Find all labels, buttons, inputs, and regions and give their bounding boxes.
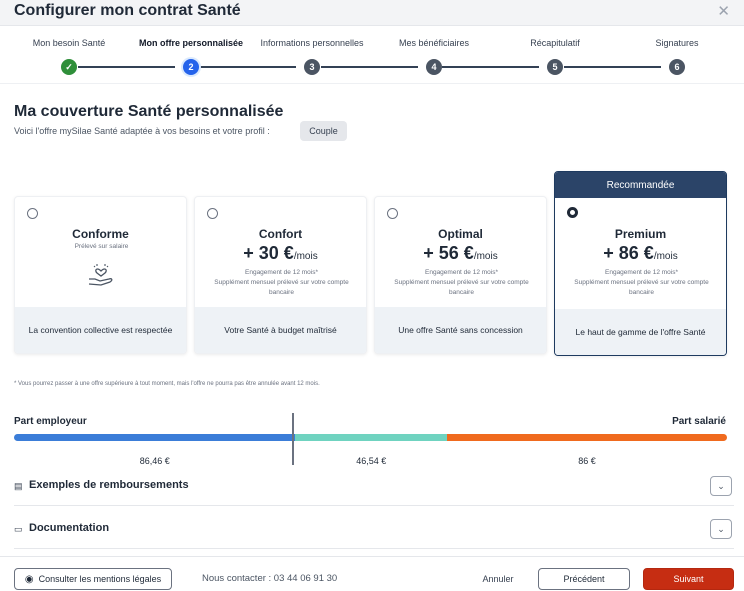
- close-icon[interactable]: ✕: [717, 3, 730, 20]
- hand-heart-icon: [88, 264, 112, 286]
- offer-footer: Une offre Santé sans concession: [375, 307, 546, 353]
- step-dot-5: 5: [547, 59, 563, 75]
- section-label: Exemples de remboursements: [29, 479, 189, 491]
- offer-price-unit: /mois: [473, 251, 498, 262]
- page-subtitle: Voici l'offre mySilae Santé adaptée à vo…: [14, 126, 270, 136]
- offer-card-optimal[interactable]: Optimal + 56 €/mois Engagement de 12 moi…: [374, 196, 547, 354]
- profile-chip[interactable]: Couple: [300, 121, 347, 141]
- offer-detail: Supplément mensuel prélevé sur votre com…: [394, 279, 529, 296]
- stepper: Mon besoin Santé Mon offre personnalisée…: [0, 26, 744, 84]
- offer-price: + 30 €/mois: [195, 243, 366, 264]
- chevron-down-icon[interactable]: ⌄: [710, 519, 732, 539]
- employer-extra-bar: [295, 434, 447, 441]
- step-dot-6: 6: [669, 59, 685, 75]
- offer-price-value: + 56 €: [423, 243, 474, 263]
- cancel-button[interactable]: Annuler: [482, 574, 514, 584]
- step-connector: [442, 66, 539, 68]
- offer-card-premium[interactable]: Recommandée Premium + 86 €/mois Engageme…: [554, 171, 727, 356]
- folder-icon: ▭: [14, 524, 23, 534]
- offer-radio[interactable]: [27, 208, 38, 219]
- offer-engagement: Engagement de 12 mois*: [605, 269, 678, 276]
- offer-engagement: Engagement de 12 mois*: [425, 269, 498, 276]
- step-connector: [321, 66, 418, 68]
- offer-name: Conforme: [72, 227, 129, 241]
- offer-detail: Supplément mensuel prélevé sur votre com…: [574, 279, 709, 296]
- step-label-offre[interactable]: Mon offre personnalisée: [138, 38, 244, 48]
- offer-card-confort[interactable]: Confort + 30 €/mois Engagement de 12 moi…: [194, 196, 367, 354]
- step-label-signatures: Signatures: [655, 38, 699, 48]
- offer-radio-selected[interactable]: [567, 207, 578, 218]
- page-title: Ma couverture Santé personnalisée: [14, 103, 284, 120]
- footer-bar: ◉ Consulter les mentions légales Nous co…: [0, 556, 744, 591]
- employer-amount: 86,46 €: [139, 456, 170, 466]
- contact-phone: Nous contacter : 03 44 06 91 30: [202, 573, 338, 584]
- recommended-ribbon: Recommandée: [555, 172, 726, 198]
- step-connector: [199, 66, 296, 68]
- offer-name: Confort: [258, 227, 303, 241]
- section-documentation[interactable]: ▭ Documentation ⌄: [14, 511, 734, 549]
- split-divider[interactable]: [292, 413, 294, 465]
- window-title: Configurer mon contrat Santé: [14, 2, 241, 19]
- employee-share-bar: [447, 434, 727, 441]
- step-check-icon[interactable]: ✓: [61, 59, 77, 75]
- step-label-infos: Informations personnelles: [260, 38, 364, 48]
- offer-footer: Votre Santé à budget maîtrisé: [195, 307, 366, 353]
- step-connector: [564, 66, 661, 68]
- offer-note: Prélevé sur salaire: [74, 243, 129, 250]
- step-connector: [78, 66, 175, 68]
- next-button[interactable]: Suivant: [643, 568, 734, 590]
- offer-detail: Supplément mensuel prélevé sur votre com…: [214, 279, 349, 296]
- offer-footer: La convention collective est respectée: [15, 307, 186, 353]
- document-icon: ▤: [14, 481, 23, 491]
- offer-price-unit: /mois: [293, 251, 318, 262]
- employer-share-label: Part employeur: [14, 416, 87, 427]
- offer-price: + 86 €/mois: [555, 243, 726, 264]
- middle-amount: 46,54 €: [356, 456, 387, 466]
- offer-price-unit: /mois: [653, 251, 678, 262]
- legal-mentions-button[interactable]: ◉ Consulter les mentions légales: [14, 568, 172, 590]
- offer-footer: Le haut de gamme de l'offre Santé: [555, 309, 726, 355]
- step-dot-3: 3: [304, 59, 320, 75]
- offer-price-value: + 86 €: [603, 243, 654, 263]
- offer-engagement: Engagement de 12 mois*: [245, 269, 318, 276]
- chevron-down-icon[interactable]: ⌄: [710, 476, 732, 496]
- legal-mentions-label: Consulter les mentions légales: [38, 574, 162, 584]
- offer-card-conforme[interactable]: Conforme Prélevé sur salaire La conventi…: [14, 196, 187, 354]
- step-dot-4: 4: [426, 59, 442, 75]
- employee-amount: 86 €: [578, 456, 596, 466]
- offer-name: Optimal: [438, 227, 483, 241]
- window-titlebar: Configurer mon contrat Santé ✕: [0, 0, 744, 26]
- offer-price-value: + 30 €: [243, 243, 294, 263]
- step-label-besoin[interactable]: Mon besoin Santé: [32, 38, 106, 48]
- offer-radio[interactable]: [207, 208, 218, 219]
- offer-name: Premium: [614, 227, 667, 241]
- employee-share-label: Part salarié: [672, 416, 726, 427]
- step-dot-2[interactable]: 2: [183, 59, 199, 75]
- offer-price: + 56 €/mois: [375, 243, 546, 264]
- eye-icon: ◉: [24, 573, 34, 585]
- step-label-beneficiaires: Mes bénéficiaires: [398, 38, 470, 48]
- employer-share-bar: [14, 434, 296, 441]
- offer-radio[interactable]: [387, 208, 398, 219]
- previous-button[interactable]: Précédent: [538, 568, 630, 590]
- disclaimer: * Vous pourrez passer à une offre supéri…: [14, 381, 320, 387]
- section-reimbursements[interactable]: ▤ Exemples de remboursements ⌄: [14, 468, 734, 506]
- section-label: Documentation: [29, 522, 110, 534]
- step-label-recap: Récapitulatif: [530, 38, 580, 48]
